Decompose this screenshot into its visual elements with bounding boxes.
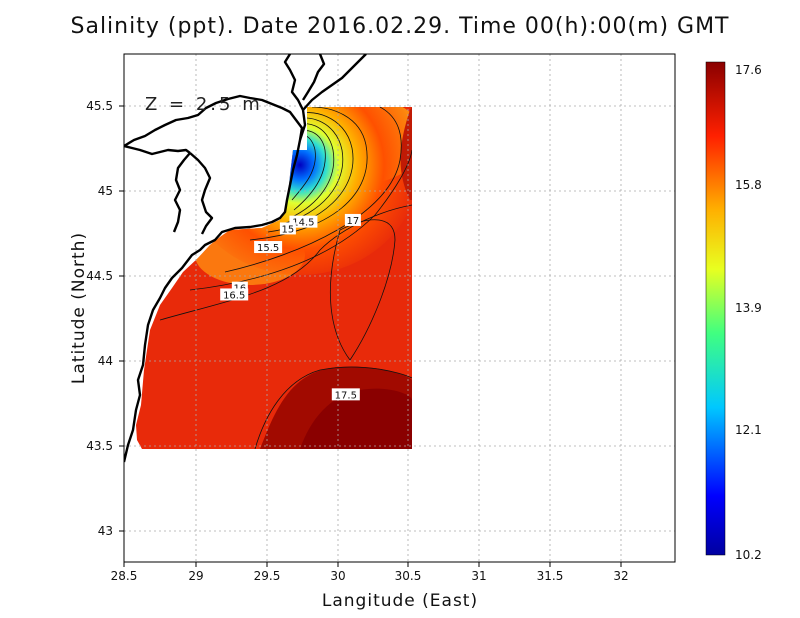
plot-frame	[123, 53, 676, 563]
contour-label: 15.5	[257, 243, 279, 254]
contour-label-bg	[254, 241, 283, 254]
contour-label-bg	[279, 222, 296, 235]
contour-label-bg	[289, 215, 318, 228]
y-tick-label: 44	[98, 354, 113, 368]
grid	[124, 54, 675, 562]
depth-annotation: Z = 2.5 m	[145, 94, 263, 115]
chart-title: Salinity (ppt). Date 2016.02.29. Time 00…	[70, 14, 730, 39]
y-tick-label: 43.5	[86, 439, 113, 453]
x-tick-label: 28.5	[111, 569, 138, 583]
salinity-field	[136, 107, 412, 449]
x-axis-label: Langitude (East)	[322, 591, 478, 611]
colorbar-tick-label: 10.2	[735, 548, 762, 562]
x-tick-label: 29	[188, 569, 203, 583]
colorbar-tick-label: 17.6	[735, 63, 762, 77]
contour-label-bg	[220, 288, 249, 301]
x-tick-label: 30	[330, 569, 345, 583]
x-tick-label: 31	[471, 569, 486, 583]
y-tick-label: 44.5	[86, 269, 113, 283]
y-tick-label: 45	[98, 184, 113, 198]
colorbar-tick-label: 12.1	[735, 423, 762, 437]
contour-label: 17	[347, 216, 360, 227]
coastline	[124, 54, 367, 463]
contour-label: 14.5	[292, 218, 314, 229]
contour-label-bg	[331, 388, 360, 401]
y-tick-label: 45.5	[86, 99, 113, 113]
contour-label: 17.5	[335, 390, 357, 401]
contour-label-bg	[344, 213, 361, 226]
x-tick-label: 29.5	[254, 569, 281, 583]
x-tick-label: 31.5	[537, 569, 564, 583]
colorbar	[705, 61, 726, 556]
colorbar-tick-label: 15.8	[735, 178, 762, 192]
contour-label: 15	[282, 224, 295, 235]
contour-label: 16.5	[223, 290, 245, 301]
y-tick-label: 43	[98, 524, 113, 538]
colorbar-tick-label: 13.9	[735, 301, 762, 315]
x-tick-label: 30.5	[395, 569, 422, 583]
x-tick-label: 32	[613, 569, 628, 583]
y-axis-label: Latitude (North)	[69, 232, 89, 384]
